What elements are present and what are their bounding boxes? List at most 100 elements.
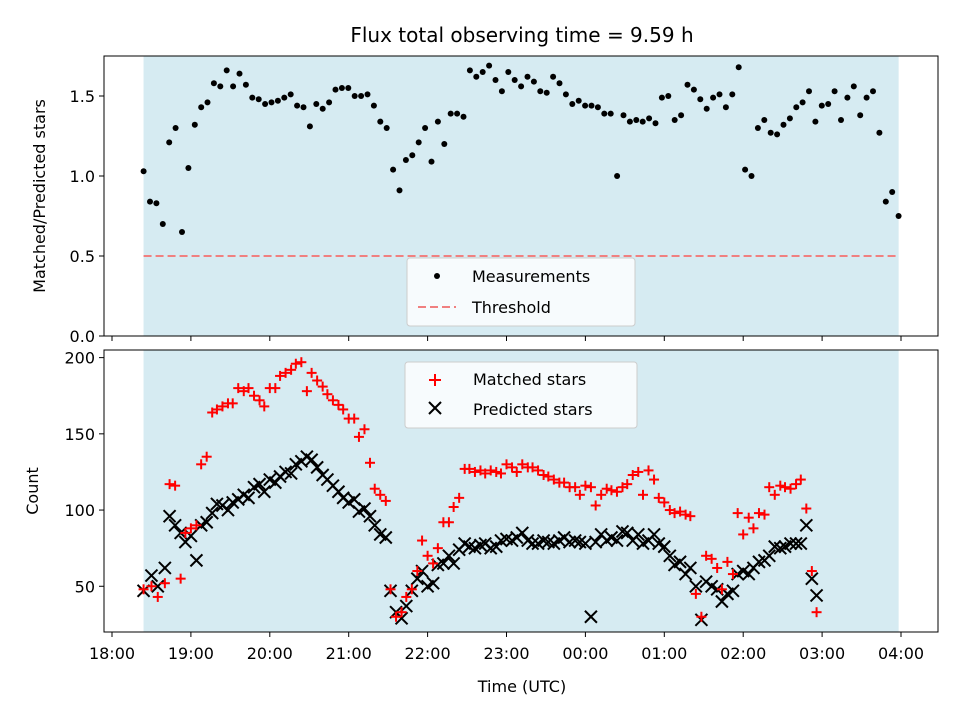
predicted-star-point (379, 530, 393, 545)
matched-star-point (732, 508, 743, 519)
top-y-tick-label: 1.0 (70, 167, 95, 186)
x-tick-label: 20:00 (247, 644, 293, 663)
measurement-point (838, 117, 844, 123)
matched-star-point (485, 465, 496, 476)
measurement-point (300, 104, 307, 111)
measurement-point (434, 118, 441, 125)
measurement-point (793, 104, 800, 111)
measurement-point (274, 97, 281, 104)
measurement-point (172, 125, 179, 131)
matched-star-point (580, 480, 591, 491)
predicted-star-point (689, 579, 703, 593)
matched-star-point (385, 584, 396, 595)
measurement-point (255, 96, 262, 103)
top-y-tick-label: 1.5 (70, 87, 95, 106)
predicted-star-point (446, 556, 461, 571)
x-tick-label: 18:00 (89, 644, 135, 663)
measurement-point (863, 94, 870, 101)
matched-star-point (637, 489, 648, 500)
bottom-panel: 50 100 150 200 18:00 19:00 20:00 21:00 22:00 23:… (23, 349, 939, 696)
measurement-point (626, 118, 633, 125)
measurement-point (313, 101, 320, 107)
measurement-point (370, 102, 377, 109)
matched-star-point (217, 401, 228, 412)
matched-star-point (185, 523, 196, 534)
measurement-point (466, 67, 473, 74)
measurement-point (895, 213, 902, 219)
matched-star-point (365, 457, 376, 468)
measurement-point (780, 121, 787, 128)
measurement-point (748, 173, 755, 179)
predicted-star-point (726, 584, 740, 598)
measurement-point (204, 99, 211, 106)
measurement-point (306, 123, 313, 130)
matched-star-point (469, 466, 480, 477)
bottom-points (136, 357, 824, 627)
matched-star-point (706, 553, 717, 564)
measurement-point (351, 93, 358, 99)
legend-matched-label: Matched stars (473, 370, 586, 389)
predicted-star-point (158, 561, 172, 575)
measurement-point (479, 69, 486, 75)
predicted-star-point (631, 527, 645, 542)
matched-star-point (633, 466, 644, 477)
measurement-point (703, 105, 710, 112)
measurement-point (396, 187, 403, 194)
measurement-point (850, 83, 857, 90)
matched-star-point (727, 569, 738, 580)
measurement-point (767, 129, 774, 136)
matched-star-point (769, 489, 780, 500)
matched-star-point (791, 479, 802, 490)
measurement-point (620, 112, 627, 119)
matched-star-point (701, 550, 712, 561)
measurement-point (530, 78, 537, 85)
measurement-point (390, 166, 397, 173)
matched-star-point (233, 383, 244, 394)
matched-star-point (675, 506, 686, 517)
bottom-y-axis-label: Count (23, 467, 42, 515)
matched-star-point (596, 489, 607, 500)
x-tick-label: 22:00 (405, 644, 451, 663)
measurement-point (460, 113, 467, 120)
predicted-star-point (683, 561, 698, 575)
measurement-point (857, 112, 864, 119)
predicted-star-point (620, 526, 634, 540)
predicted-star-point (310, 460, 324, 475)
measurement-point (646, 115, 653, 122)
measurement-point (428, 158, 435, 165)
measurement-point (486, 62, 493, 69)
matched-star-point (152, 591, 163, 602)
measurement-point (607, 110, 614, 117)
measurement-point (754, 125, 761, 131)
x-tick-label: 19:00 (168, 644, 214, 663)
predicted-star-point (663, 549, 677, 563)
measurement-point (217, 83, 224, 90)
legend-threshold-label: Threshold (471, 298, 551, 317)
matched-star-point (538, 469, 549, 480)
measurement-point (294, 102, 301, 109)
measurement-point (806, 88, 812, 95)
measurement-point (447, 110, 454, 117)
predicted-star-point (410, 571, 425, 586)
matched-star-point (286, 364, 297, 375)
matched-star-point (669, 508, 680, 519)
measurement-point (364, 91, 371, 98)
measurement-point (569, 101, 576, 107)
predicted-star-point (304, 453, 319, 467)
legend-measurements-marker (434, 273, 440, 279)
matched-star-point (327, 395, 338, 406)
matched-star-point (317, 381, 328, 392)
matched-star-point (211, 404, 222, 415)
matched-star-point (138, 584, 149, 595)
measurement-point (518, 83, 525, 90)
measurement-point (722, 104, 729, 111)
measurement-point (876, 129, 883, 136)
measurement-point (844, 94, 851, 101)
measurement-point (198, 104, 205, 111)
matched-star-point (811, 607, 822, 618)
matched-star-point (764, 482, 775, 493)
measurement-point (601, 110, 608, 117)
predicted-star-point (442, 549, 456, 563)
x-tick-label: 03:00 (799, 644, 845, 663)
matched-star-point (280, 367, 291, 378)
